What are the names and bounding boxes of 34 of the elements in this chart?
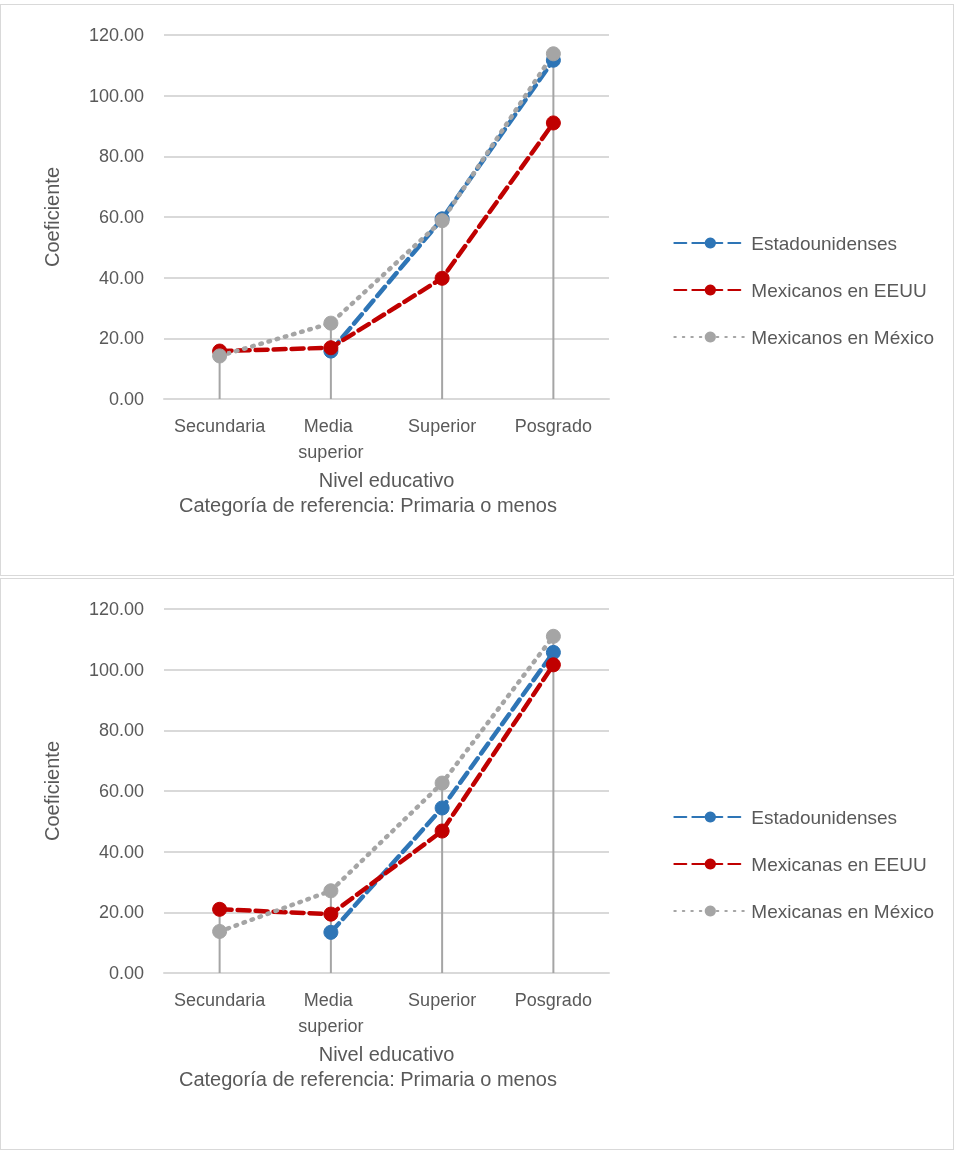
legend-label: Mexicanos en EEUU bbox=[751, 279, 927, 301]
x-tick-label: Posgrado bbox=[514, 990, 592, 1010]
x-axis-title: Nivel educativo bbox=[318, 1042, 455, 1065]
y-tick-label: 80.00 bbox=[98, 720, 144, 741]
x-axis-title: Nivel educativo bbox=[318, 468, 455, 491]
y-tick-label: 100.00 bbox=[88, 85, 144, 106]
x-tick-label: Secundaria bbox=[174, 990, 267, 1010]
y-tick-label: 20.00 bbox=[98, 902, 144, 923]
legend-label: Mexicanas en EEUU bbox=[751, 853, 927, 875]
y-tick-label: 40.00 bbox=[98, 267, 144, 288]
x-tick-label: Secundaria bbox=[174, 416, 267, 436]
x-tick-label: Superior bbox=[408, 416, 477, 436]
y-tick-label: 60.00 bbox=[98, 781, 144, 801]
y-tick-label: 0.00 bbox=[108, 389, 144, 409]
legend-label: Estadounidenses bbox=[751, 806, 898, 828]
text: Categoría de referencia: Primaria o menos bbox=[179, 494, 557, 516]
y-tick-label: 120.00 bbox=[88, 25, 144, 45]
legend-label: Estadounidenses bbox=[751, 232, 898, 254]
x-tick-label: Posgrado bbox=[514, 416, 592, 436]
x-tick-label: Superior bbox=[408, 990, 477, 1010]
y-axis-title: Coeficiente bbox=[41, 166, 63, 268]
y-tick-label: 120.00 bbox=[88, 599, 144, 619]
y-tick-label: 60.00 bbox=[98, 207, 144, 227]
y-tick-label: 0.00 bbox=[108, 963, 144, 983]
x-tick-label: Media superior bbox=[298, 990, 364, 1036]
y-tick-label: 40.00 bbox=[98, 841, 144, 862]
legend-label: Mexicanas en México bbox=[751, 900, 935, 922]
y-tick-label: 100.00 bbox=[88, 659, 144, 680]
text: Categoría de referencia: Primaria o menos bbox=[179, 1068, 557, 1090]
y-axis-title: Coeficiente bbox=[41, 740, 63, 842]
y-tick-label: 20.00 bbox=[98, 328, 144, 349]
y-tick-label: 80.00 bbox=[98, 146, 144, 167]
x-tick-label: Media superior bbox=[298, 416, 364, 462]
legend-label: Mexicanos en México bbox=[751, 326, 935, 348]
